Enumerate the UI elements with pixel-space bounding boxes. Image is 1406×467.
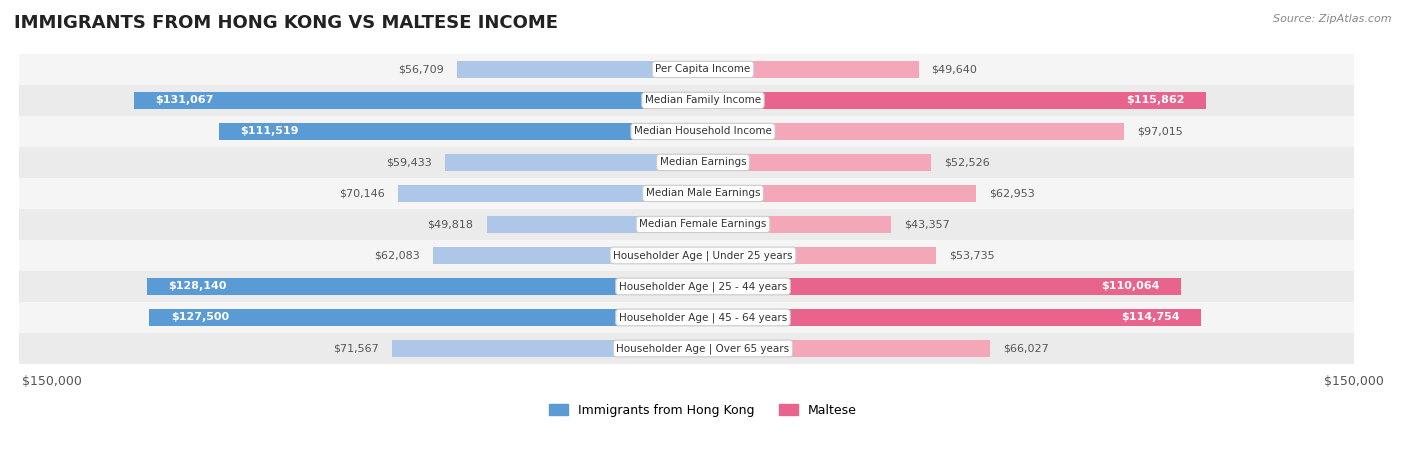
Bar	[219, 123, 703, 140]
Text: $66,027: $66,027	[1002, 343, 1049, 354]
Bar	[392, 340, 703, 357]
Bar	[457, 61, 703, 78]
Text: Median Female Earnings: Median Female Earnings	[640, 219, 766, 229]
Text: $43,357: $43,357	[904, 219, 950, 229]
Bar	[0, 147, 52, 178]
Text: Median Male Earnings: Median Male Earnings	[645, 188, 761, 198]
Bar	[703, 61, 918, 78]
Bar	[52, 147, 1354, 178]
Text: Householder Age | 45 - 64 years: Householder Age | 45 - 64 years	[619, 312, 787, 323]
Text: $97,015: $97,015	[1137, 127, 1182, 136]
Text: Source: ZipAtlas.com: Source: ZipAtlas.com	[1274, 14, 1392, 24]
Text: Median Family Income: Median Family Income	[645, 95, 761, 106]
Bar	[52, 240, 1354, 271]
Bar	[52, 178, 1354, 209]
Text: $49,640: $49,640	[932, 64, 977, 74]
Text: $56,709: $56,709	[398, 64, 444, 74]
Bar	[703, 92, 1206, 109]
Bar	[703, 123, 1125, 140]
Bar	[149, 309, 703, 326]
Bar	[52, 85, 1354, 116]
Text: Median Earnings: Median Earnings	[659, 157, 747, 168]
Bar	[146, 278, 703, 295]
Bar	[52, 54, 1354, 85]
Bar	[0, 178, 52, 209]
Bar	[0, 54, 52, 85]
Bar	[134, 92, 703, 109]
Bar	[398, 185, 703, 202]
Bar	[0, 85, 52, 116]
Bar	[703, 185, 976, 202]
Text: $53,735: $53,735	[949, 250, 995, 261]
Text: $128,140: $128,140	[169, 282, 226, 291]
Text: Median Household Income: Median Household Income	[634, 127, 772, 136]
Bar	[52, 209, 1354, 240]
Text: $70,146: $70,146	[340, 188, 385, 198]
Text: $110,064: $110,064	[1101, 282, 1160, 291]
Text: $114,754: $114,754	[1121, 312, 1180, 322]
Text: Householder Age | 25 - 44 years: Householder Age | 25 - 44 years	[619, 281, 787, 292]
Legend: Immigrants from Hong Kong, Maltese: Immigrants from Hong Kong, Maltese	[544, 399, 862, 422]
Bar	[703, 247, 936, 264]
Bar	[703, 216, 891, 233]
Bar	[703, 154, 931, 171]
Bar	[0, 302, 52, 333]
Bar	[52, 271, 1354, 302]
Text: $62,083: $62,083	[374, 250, 420, 261]
Bar	[52, 333, 1354, 364]
Bar	[0, 116, 52, 147]
Text: $127,500: $127,500	[172, 312, 229, 322]
Bar	[52, 302, 1354, 333]
Bar	[486, 216, 703, 233]
Text: $111,519: $111,519	[240, 127, 299, 136]
Bar	[703, 278, 1181, 295]
Text: $59,433: $59,433	[387, 157, 432, 168]
Bar	[0, 209, 52, 240]
Bar	[0, 333, 52, 364]
Text: $49,818: $49,818	[427, 219, 474, 229]
Bar	[703, 309, 1201, 326]
Text: $52,526: $52,526	[945, 157, 990, 168]
Bar	[0, 271, 52, 302]
Bar	[444, 154, 703, 171]
Text: Per Capita Income: Per Capita Income	[655, 64, 751, 74]
Text: $115,862: $115,862	[1126, 95, 1184, 106]
Text: Householder Age | Under 25 years: Householder Age | Under 25 years	[613, 250, 793, 261]
Text: Householder Age | Over 65 years: Householder Age | Over 65 years	[616, 343, 790, 354]
Bar	[703, 340, 990, 357]
Bar	[0, 240, 52, 271]
Text: $71,567: $71,567	[333, 343, 380, 354]
Bar	[433, 247, 703, 264]
Text: $131,067: $131,067	[156, 95, 214, 106]
Text: $62,953: $62,953	[990, 188, 1035, 198]
Text: IMMIGRANTS FROM HONG KONG VS MALTESE INCOME: IMMIGRANTS FROM HONG KONG VS MALTESE INC…	[14, 14, 558, 32]
Bar	[52, 116, 1354, 147]
